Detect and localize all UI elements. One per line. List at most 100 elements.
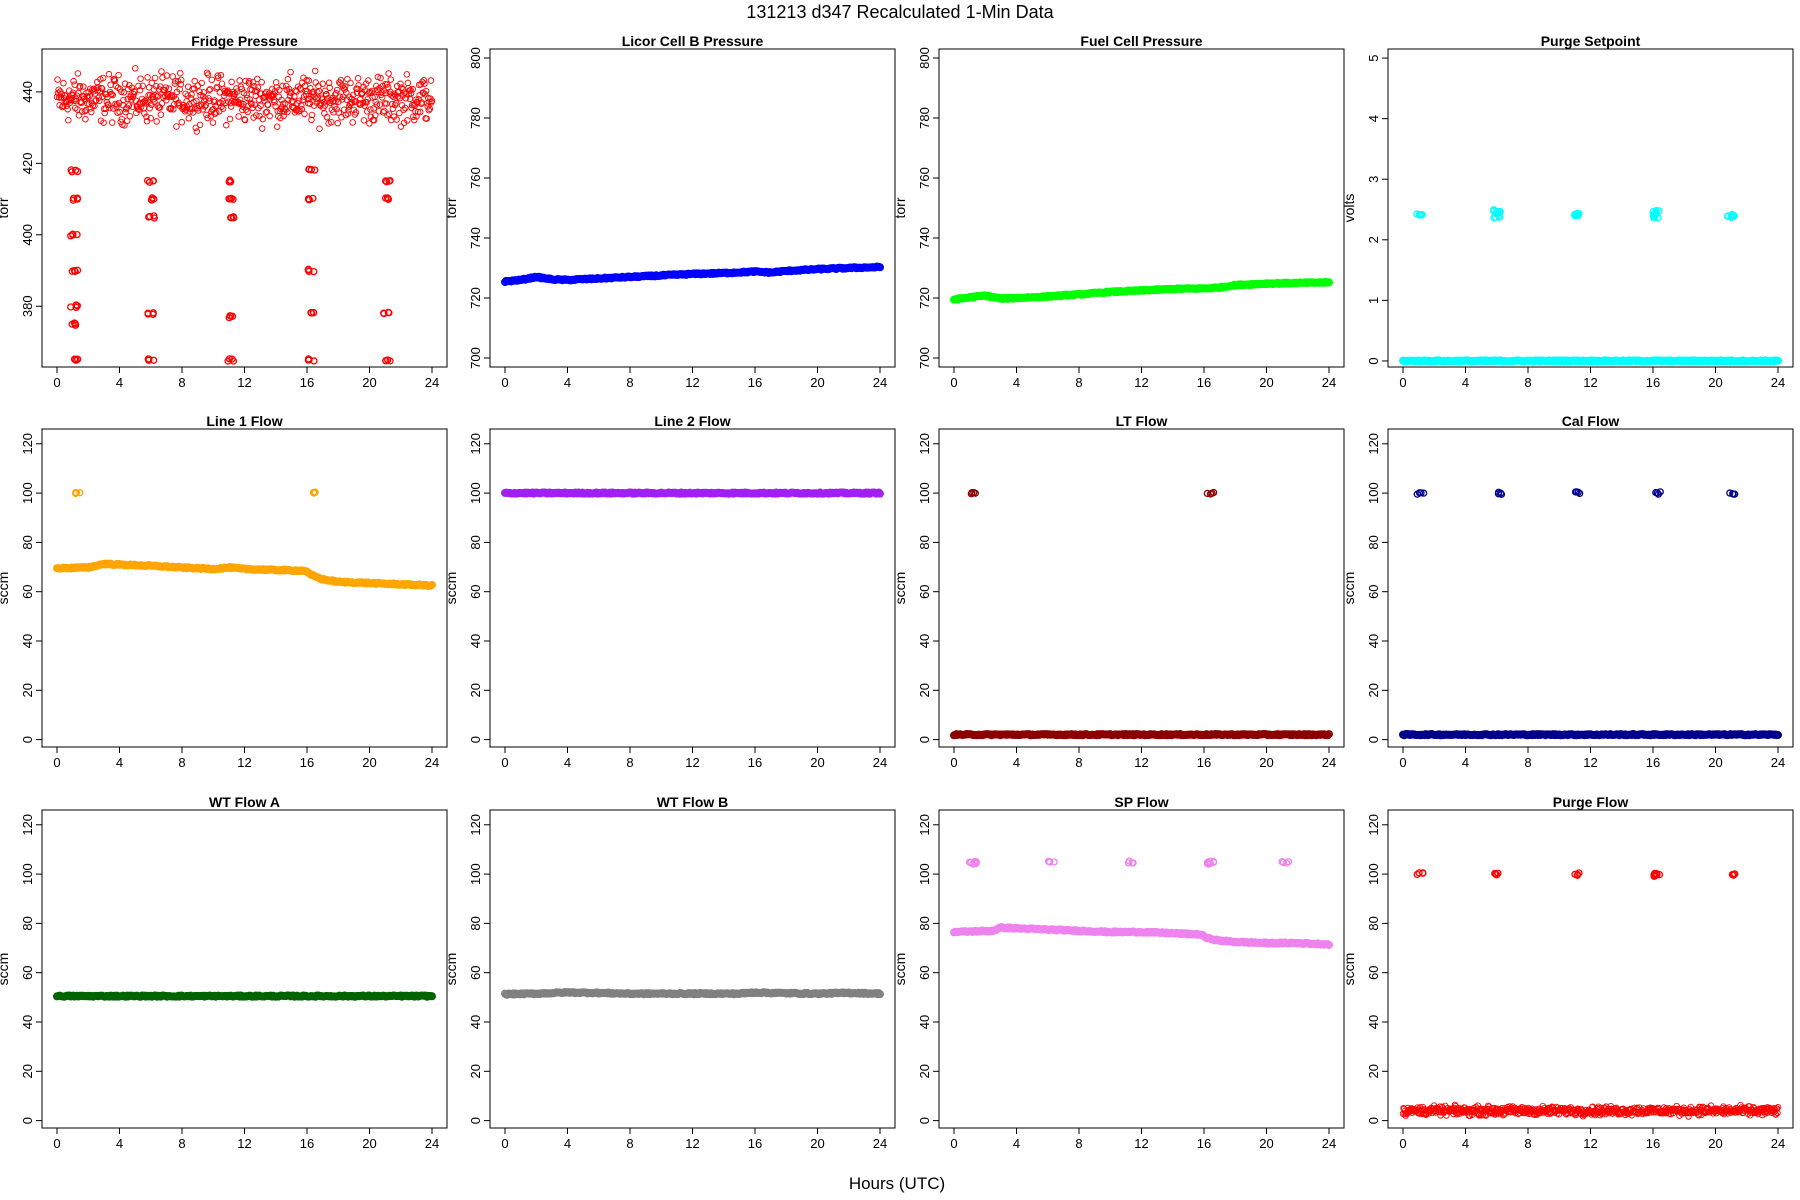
- data-point: [206, 85, 214, 93]
- y-tick-label: 720: [917, 287, 932, 309]
- y-tick-label: 120: [1366, 433, 1381, 455]
- plot-frame: [489, 48, 896, 368]
- data-point: [54, 76, 61, 83]
- data-point: [85, 100, 93, 108]
- data-point: [178, 118, 186, 126]
- data-point: [79, 83, 87, 90]
- y-tick-label: 760: [468, 167, 483, 189]
- data-point: [1325, 278, 1334, 287]
- plot-frame: [489, 428, 896, 748]
- x-tick-label: 8: [178, 1136, 185, 1151]
- data-point: [1278, 857, 1286, 866]
- y-tick-label: 100: [468, 482, 483, 504]
- data-point: [1574, 488, 1582, 496]
- x-tick-label: 8: [1075, 755, 1082, 770]
- data-point: [248, 100, 255, 108]
- data-point: [285, 96, 292, 104]
- data-point: [322, 87, 329, 95]
- x-tick-label: 24: [425, 1136, 439, 1151]
- data-point: [308, 116, 315, 124]
- data-point: [68, 267, 76, 275]
- data-point: [217, 71, 225, 79]
- x-tick-label: 20: [362, 755, 376, 770]
- panel-title: Fridge Pressure: [191, 33, 298, 49]
- plot-frame: [938, 809, 1345, 1129]
- series-group: [949, 857, 1334, 949]
- data-point: [251, 101, 258, 108]
- data-point: [1413, 210, 1421, 218]
- data-point: [144, 74, 151, 81]
- data-point: [77, 99, 85, 107]
- y-tick-label: 20: [20, 1064, 35, 1078]
- data-point: [226, 115, 234, 123]
- y-tick-label: 60: [468, 965, 483, 979]
- data-point: [382, 89, 390, 97]
- plot-frame: [1387, 428, 1794, 748]
- data-point: [71, 267, 79, 276]
- data-point: [258, 125, 266, 132]
- data-point: [141, 110, 148, 117]
- data-point: [382, 357, 390, 365]
- data-point: [395, 93, 402, 100]
- data-point: [98, 85, 106, 92]
- data-point: [341, 83, 349, 90]
- data-point: [967, 858, 975, 867]
- data-point: [125, 102, 133, 109]
- plot-frame: [41, 428, 448, 748]
- data-point: [1494, 488, 1503, 496]
- x-tick-label: 4: [1013, 755, 1020, 770]
- data-point: [309, 308, 318, 317]
- data-point: [86, 92, 93, 100]
- data-point: [1539, 1102, 1547, 1110]
- data-point: [350, 91, 357, 99]
- data-point: [124, 85, 132, 93]
- data-point: [166, 93, 174, 100]
- data-point: [72, 489, 80, 498]
- y-tick-label: 120: [468, 814, 483, 836]
- y-tick-label: 0: [1366, 736, 1381, 743]
- data-point: [208, 76, 216, 84]
- data-point: [1419, 1103, 1427, 1111]
- plot-frame: [1387, 48, 1794, 368]
- data-point: [229, 357, 238, 365]
- x-tick-label: 8: [626, 375, 633, 390]
- x-tick-label: 20: [810, 1136, 824, 1151]
- data-point: [387, 76, 395, 83]
- x-tick-label: 24: [1322, 1136, 1336, 1151]
- data-point: [1724, 212, 1732, 220]
- y-tick-label: 20: [468, 1064, 483, 1078]
- data-point: [151, 98, 158, 106]
- x-tick-label: 20: [1708, 375, 1722, 390]
- data-point: [279, 82, 286, 90]
- data-point: [384, 112, 391, 119]
- x-tick-label: 24: [1771, 1136, 1785, 1151]
- data-point: [325, 79, 333, 87]
- data-point: [258, 78, 265, 86]
- series-group: [53, 65, 436, 365]
- data-point: [137, 75, 144, 82]
- data-point: [99, 74, 107, 82]
- y-tick-label: 40: [917, 1015, 932, 1029]
- data-point: [875, 263, 884, 272]
- data-point: [365, 77, 372, 84]
- data-point: [71, 166, 80, 174]
- x-tick-label: 24: [425, 375, 439, 390]
- data-point: [241, 116, 248, 123]
- panel-title: Line 1 Flow: [206, 413, 282, 429]
- y-axis-label: torr: [892, 197, 908, 218]
- y-tick-label: 800: [917, 47, 932, 69]
- data-point: [64, 116, 72, 124]
- x-tick-label: 8: [1075, 1136, 1082, 1151]
- data-point: [874, 488, 883, 497]
- data-point: [1774, 356, 1783, 365]
- y-tick-label: 80: [20, 916, 35, 930]
- y-tick-label: 80: [20, 535, 35, 549]
- data-point: [427, 580, 436, 589]
- data-point: [285, 85, 293, 93]
- data-point: [121, 80, 129, 87]
- data-point: [246, 96, 254, 103]
- x-tick-label: 12: [1583, 755, 1597, 770]
- x-tick-label: 20: [362, 1136, 376, 1151]
